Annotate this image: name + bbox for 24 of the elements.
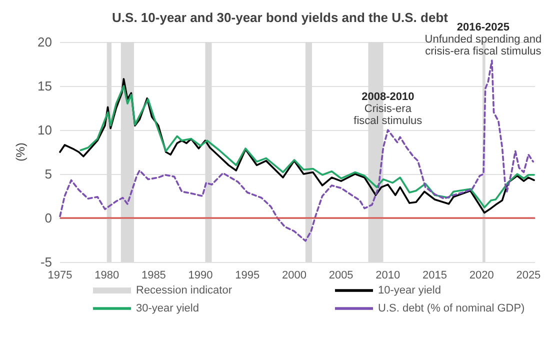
- x-tick-label: 1985: [141, 270, 166, 282]
- x-tick-label: 2000: [282, 270, 306, 282]
- x-tick-label: 2025: [516, 270, 541, 282]
- y-tick-label: 15: [38, 78, 52, 94]
- x-tick-label: 2020: [469, 270, 494, 282]
- legend-label: U.S. debt (% of nominal GDP): [378, 302, 525, 314]
- y-tick-label: -5: [40, 254, 52, 270]
- x-tick-label: 1975: [48, 270, 72, 282]
- x-tick-label: 2005: [328, 270, 354, 282]
- x-tick-label: 1990: [188, 270, 213, 282]
- x-tick-label: 1995: [235, 270, 260, 282]
- y-tick-label: 10: [38, 122, 52, 138]
- annotation: 2008-2010 Crisis-era fiscal stimulus: [354, 91, 423, 127]
- y-tick-label: 20: [38, 34, 52, 50]
- x-tick-label: 2010: [376, 270, 400, 282]
- y-tick-label: 5: [44, 166, 52, 182]
- x-tick-label: 2015: [422, 270, 447, 282]
- legend-label: Recession indicator: [136, 284, 232, 296]
- legend-label: 10-year yield: [378, 284, 441, 296]
- legend-label: 30-year yield: [136, 302, 199, 314]
- y-axis-title: (%): [14, 142, 28, 162]
- y-tick-label: 0: [44, 210, 52, 226]
- x-tick-label: 1980: [94, 270, 120, 282]
- line-series: [59, 60, 534, 242]
